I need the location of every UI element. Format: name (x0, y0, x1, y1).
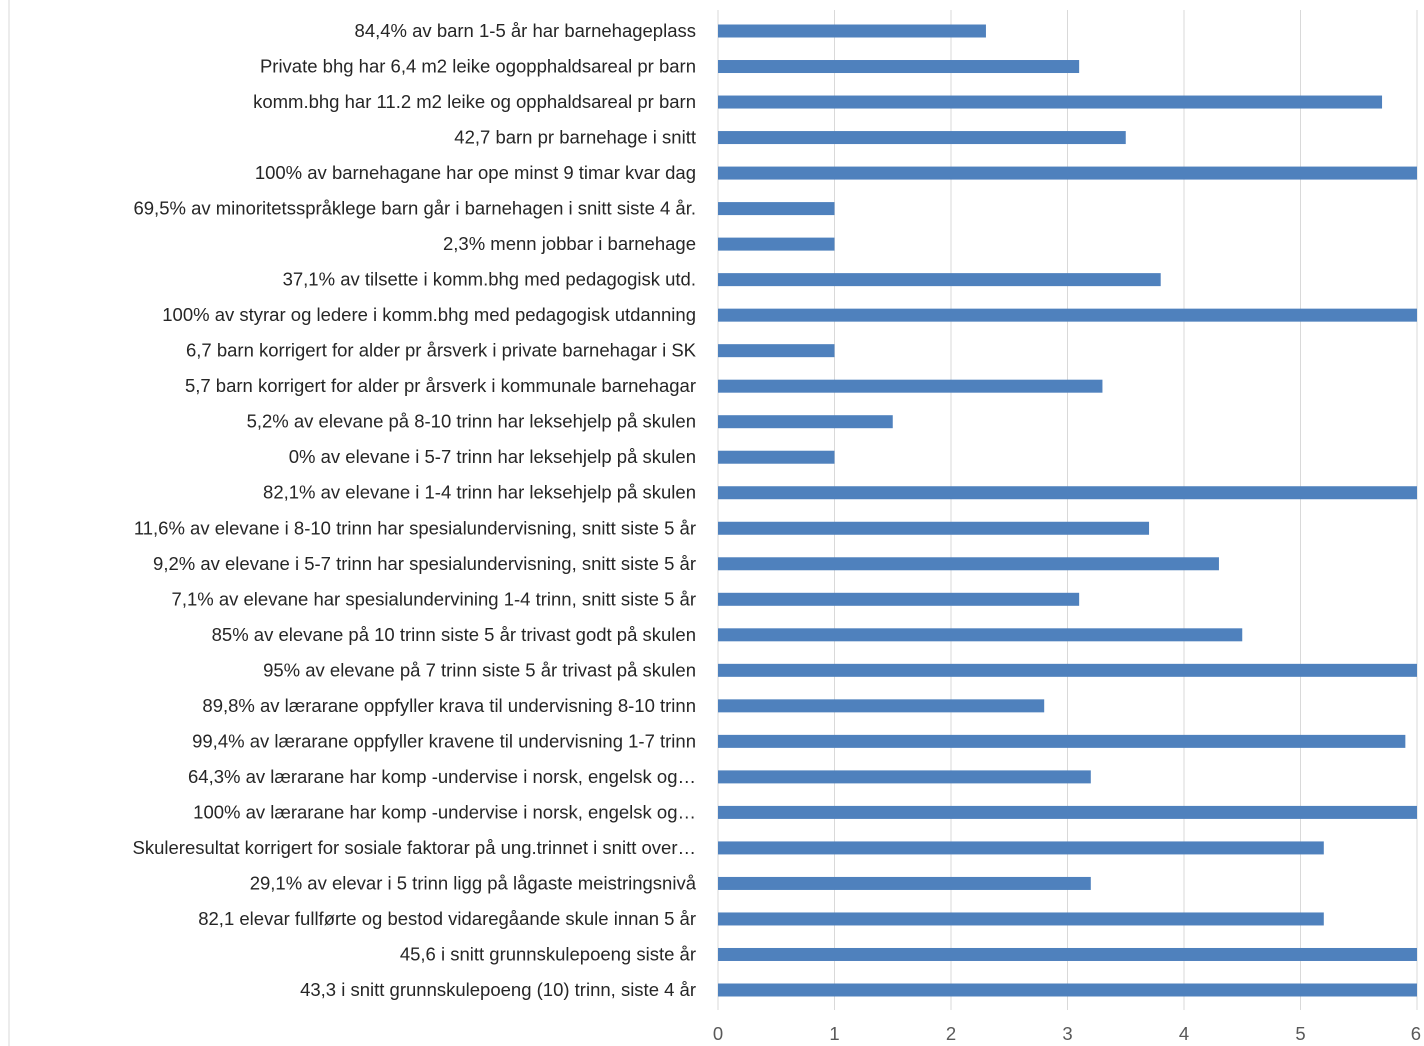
category-label: 100% av lærarane har komp -undervise i n… (193, 801, 696, 822)
bar (718, 166, 1417, 180)
bar (718, 379, 1103, 393)
category-label: Skuleresultat korrigert for sosiale fakt… (133, 837, 696, 858)
category-label: 7,1% av elevane har spesialundervining 1… (172, 588, 696, 609)
bar (718, 592, 1080, 606)
category-label: 100% av barnehagane har ope minst 9 tima… (255, 162, 696, 183)
bar (718, 521, 1150, 535)
category-label: 11,6% av elevane i 8-10 trinn har spesia… (134, 517, 696, 538)
category-label: 100% av styrar og ledere i komm.bhg med … (162, 304, 696, 325)
bar (718, 131, 1126, 145)
bar (718, 237, 835, 251)
category-label: 95% av elevane på 7 trinn siste 5 år tri… (263, 659, 696, 680)
bar (718, 486, 1417, 500)
category-label: 5,7 barn korrigert for alder pr årsverk … (185, 375, 696, 396)
category-label: 99,4% av lærarane oppfyller kravene til … (192, 730, 696, 751)
category-label: 0% av elevane i 5-7 trinn har leksehjelp… (289, 446, 696, 467)
bar (718, 308, 1417, 322)
category-label: 84,4% av barn 1-5 år har barnehageplass (355, 20, 696, 41)
bar (718, 734, 1406, 748)
category-label: 82,1% av elevane i 1-4 trinn har leksehj… (263, 482, 696, 503)
category-label: 42,7 barn pr barnehage i snitt (454, 127, 696, 148)
x-tick-label: 0 (713, 1023, 723, 1044)
category-label: 69,5% av minoritetsspråklege barn går i … (133, 198, 696, 219)
category-label: 6,7 barn korrigert for alder pr årsverk … (186, 340, 697, 361)
bar (718, 557, 1219, 571)
bar (718, 415, 893, 429)
x-tick-label: 5 (1295, 1023, 1305, 1044)
category-label: 5,2% av elevane på 8-10 trinn har lekseh… (247, 411, 696, 432)
x-tick-label: 1 (829, 1023, 839, 1044)
x-tick-label: 3 (1062, 1023, 1072, 1044)
bar (718, 202, 835, 216)
x-tick-labels: 0 1 2 3 4 5 6 (713, 1023, 1421, 1044)
x-tick-label: 2 (946, 1023, 956, 1044)
bar (718, 805, 1417, 819)
bar (718, 95, 1383, 109)
bar (718, 947, 1417, 961)
category-label: 85% av elevane på 10 trinn siste 5 år tr… (212, 624, 696, 645)
category-label: 43,3 i snitt grunnskulepoeng (10) trinn,… (300, 979, 696, 1000)
bars (718, 24, 1417, 997)
category-label: 37,1% av tilsette i komm.bhg med pedagog… (283, 269, 696, 290)
bar (718, 841, 1324, 855)
bar (718, 770, 1091, 784)
bar (718, 876, 1091, 890)
bar (718, 273, 1161, 287)
bar (718, 663, 1417, 677)
bar (718, 60, 1080, 74)
category-labels: 84,4% av barn 1-5 år har barnehageplass P… (133, 20, 697, 1000)
category-label: 89,8% av lærarane oppfyller krava til un… (202, 695, 696, 716)
x-tick-label: 4 (1179, 1023, 1189, 1044)
bar (718, 24, 986, 38)
bar (718, 450, 835, 464)
category-label: 64,3% av lærarane har komp -undervise i … (188, 766, 696, 787)
category-label: 82,1 elevar fullførte og bestod vidaregå… (198, 908, 696, 929)
category-label: 2,3% menn jobbar i barnehage (443, 233, 696, 254)
category-label: 9,2% av elevane i 5-7 trinn har spesialu… (153, 553, 696, 574)
category-label: Private bhg har 6,4 m2 leike ogopphaldsa… (260, 56, 696, 77)
category-label: komm.bhg har 11.2 m2 leike og opphaldsar… (253, 91, 696, 112)
category-label: 45,6 i snitt grunnskulepoeng siste år (400, 943, 696, 964)
x-tick-label: 6 (1411, 1023, 1421, 1044)
bar (718, 912, 1324, 926)
bar (718, 699, 1045, 713)
bar (718, 628, 1243, 642)
bar (718, 983, 1417, 997)
bar (718, 344, 835, 358)
category-label: 29,1% av elevar i 5 trinn ligg på lågast… (250, 872, 697, 893)
